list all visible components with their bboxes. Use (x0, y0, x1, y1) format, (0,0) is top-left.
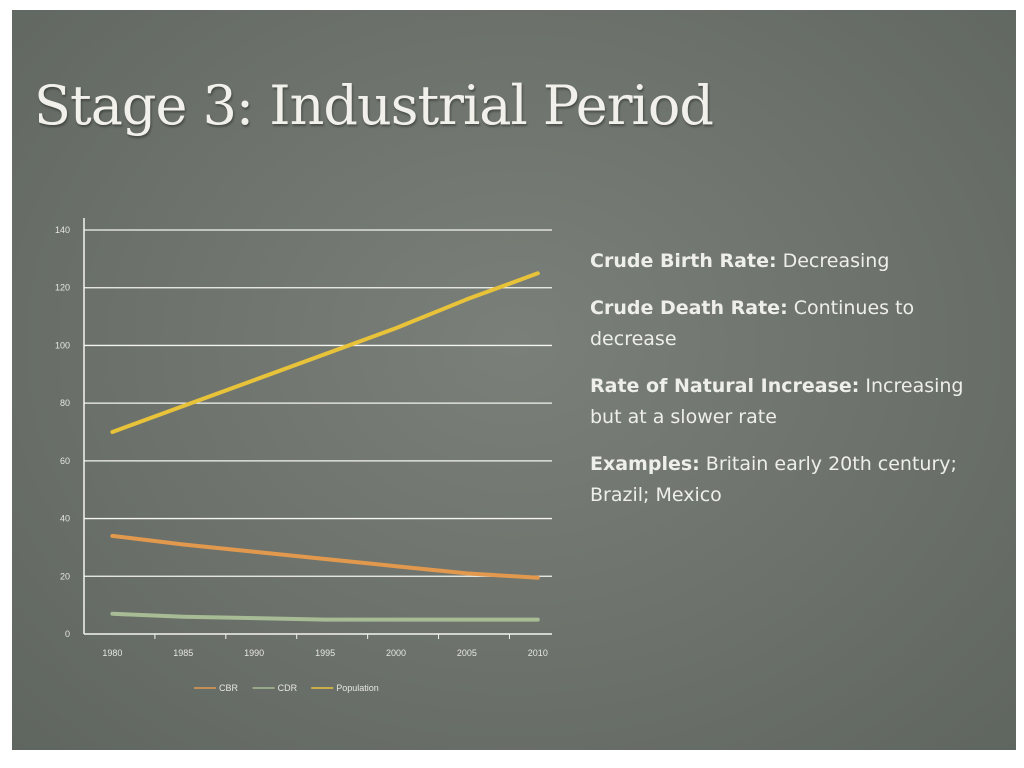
y-tick-label: 40 (60, 514, 70, 524)
y-tick-label: 80 (60, 398, 70, 408)
x-tick-label: 1985 (173, 648, 193, 658)
series-line-cbr (110, 533, 540, 580)
bullet-crude-birth-rate: Crude Birth Rate: Decreasing (590, 246, 1000, 277)
legend-label: Population (336, 683, 379, 693)
y-tick-label: 140 (55, 225, 70, 235)
bullet-text: Britain early 20th century; Brazil; Mexi… (590, 453, 957, 506)
y-tick-label: 100 (55, 340, 70, 350)
tick-labels: 0 20 40 60 80 100 120 140 1980 1985 1990 1995 2000 20… (55, 225, 548, 658)
bullet-text: Increasing but at a slower rate (590, 375, 964, 428)
bullet-natural-increase: Rate of Natural Increase: Increasing but… (590, 371, 1000, 433)
bullet-term: Rate of Natural Increase: (590, 375, 860, 397)
bullet-examples: Examples: Britain early 20th century; Br… (590, 449, 1000, 511)
bullet-text: Decreasing (776, 250, 890, 272)
y-tick-label: 120 (55, 283, 70, 293)
x-tick-label: 2010 (528, 648, 548, 658)
legend-label: CBR (219, 683, 239, 693)
legend: CBR CDR Population (194, 683, 379, 693)
series-line-cdr (110, 611, 540, 622)
x-tick-label: 1995 (315, 648, 335, 658)
x-tick-label: 1990 (244, 648, 264, 658)
bullet-list: Crude Birth Rate: Decreasing Crude Death… (590, 246, 1000, 527)
bullet-crude-death-rate: Crude Death Rate: Continues to decrease (590, 293, 1000, 355)
x-tick-label: 2005 (457, 648, 477, 658)
bullet-term: Crude Birth Rate: (590, 250, 777, 272)
bullet-text: Continues to decrease (590, 297, 915, 350)
x-tick-label: 2000 (386, 648, 406, 658)
y-tick-label: 60 (60, 456, 70, 466)
y-tick-label: 0 (65, 629, 70, 639)
series-lines (110, 271, 540, 622)
line-chart: 0 20 40 60 80 100 120 140 1980 1985 1990 1995 2000 20… (55, 218, 552, 693)
bullet-term: Examples: (590, 453, 700, 475)
axes (83, 218, 552, 639)
x-tick-label: 1980 (102, 648, 122, 658)
chart: 0 20 40 60 80 100 120 140 1980 1985 1990 1995 2000 20… (32, 210, 572, 710)
bullet-term: Crude Death Rate: (590, 297, 788, 319)
y-tick-label: 20 (60, 571, 70, 581)
slide: Stage 3: Industrial Period 0 20 40 60 80 100 1… (12, 10, 1016, 750)
series-line-population (110, 271, 540, 434)
gridlines (84, 229, 552, 577)
slide-title: Stage 3: Industrial Period (34, 74, 714, 137)
legend-label: CDR (278, 683, 298, 693)
